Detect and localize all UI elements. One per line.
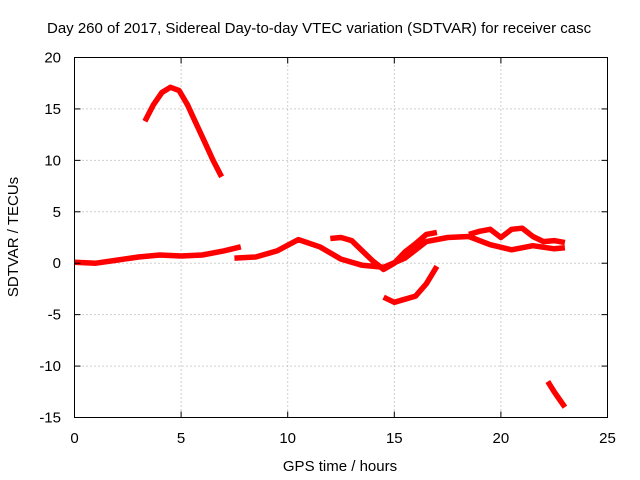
grid-layer	[74, 57, 608, 418]
chart-title: Day 260 of 2017, Sidereal Day-to-day VTE…	[47, 20, 592, 37]
series-track-3	[330, 229, 438, 273]
y-tick-label: 5	[53, 204, 61, 221]
x-tick-label: 0	[70, 430, 78, 447]
series-track-6	[382, 264, 440, 306]
y-tick-label: 20	[44, 50, 61, 67]
x-tick-label: 25	[599, 430, 616, 447]
x-tick-label: 15	[386, 430, 403, 447]
series-track-2	[234, 233, 566, 271]
y-tick-label: -5	[48, 307, 61, 324]
y-axis-label: SDTVAR / TECUs	[5, 177, 22, 297]
x-tick-label: 20	[493, 430, 510, 447]
x-tick-label: 5	[177, 430, 185, 447]
tick-layer: 0 5 10 15 20 25 -15 -10 -5 0 5 10 15 20	[39, 50, 616, 448]
series-track-1	[74, 244, 242, 266]
y-tick-label: -10	[39, 358, 61, 375]
series-track-4	[468, 225, 566, 246]
x-tick-label: 10	[279, 430, 296, 447]
y-tick-label: -15	[39, 410, 61, 427]
y-tick-label: 15	[44, 101, 61, 118]
series-track-7	[545, 380, 568, 409]
y-tick-label: 0	[53, 255, 61, 272]
series-track-5	[142, 84, 225, 179]
series-layer	[74, 84, 568, 409]
x-axis-label: GPS time / hours	[283, 458, 397, 475]
y-tick-label: 10	[44, 152, 61, 169]
plot-frame	[74, 57, 608, 418]
